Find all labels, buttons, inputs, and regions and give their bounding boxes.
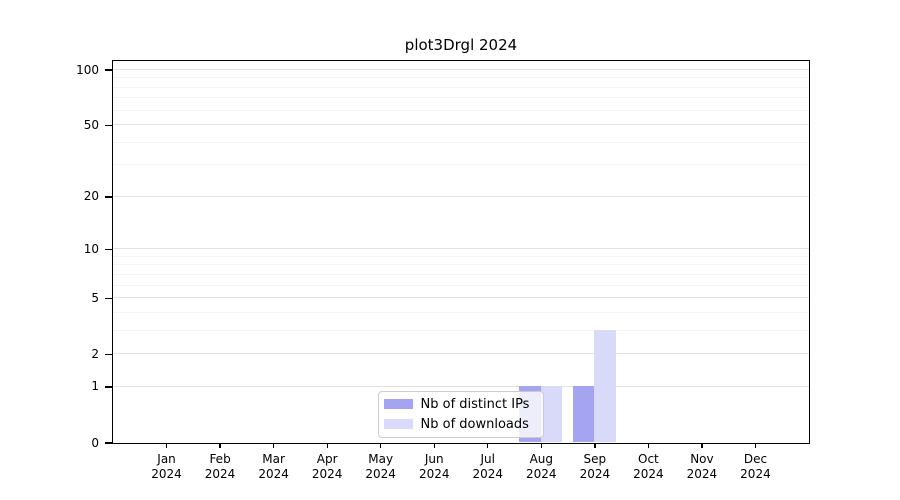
- major-gridline: [112, 297, 809, 299]
- x-tick: [647, 443, 650, 448]
- major-gridline: [112, 248, 809, 250]
- y-tick: [104, 196, 112, 198]
- legend-item-distinct-ips: Nb of distinct IPs: [383, 396, 535, 412]
- x-tick: [380, 443, 382, 448]
- major-gridline: [112, 124, 809, 126]
- x-tick-label: Jan 2024: [151, 452, 182, 481]
- x-tick: [433, 443, 435, 448]
- x-tick-label: Feb 2024: [204, 452, 236, 481]
- y-tick-label: 5: [91, 290, 99, 305]
- x-tick-label: Aug 2024: [526, 452, 557, 481]
- major-gridline: [112, 69, 809, 70]
- x-tick-label: Oct 2024: [633, 452, 664, 481]
- minor-gridline: [112, 329, 809, 331]
- minor-gridline: [112, 273, 809, 275]
- legend: Nb of distinct IPs Nb of downloads: [377, 390, 544, 438]
- y-tick: [104, 353, 112, 355]
- y-tick-label: 100: [76, 62, 99, 77]
- x-tick-label: Apr 2024: [311, 452, 343, 481]
- minor-gridline: [112, 141, 809, 143]
- legend-label-downloads: Nb of downloads: [420, 416, 529, 432]
- x-tick-label: Dec 2024: [740, 452, 771, 481]
- minor-gridline: [112, 311, 809, 313]
- y-tick-label: 20: [83, 189, 99, 204]
- bar-downloads-sep: [594, 330, 616, 443]
- legend-swatch-distinct-ips-icon: [383, 399, 413, 409]
- y-tick: [104, 386, 112, 388]
- x-tick: [273, 443, 275, 448]
- y-tick-label: 50: [83, 117, 99, 132]
- major-gridline: [112, 195, 809, 197]
- x-tick-label: Jul 2024: [472, 452, 504, 481]
- x-tick: [326, 443, 328, 448]
- minor-gridline: [112, 264, 809, 266]
- minor-gridline: [112, 255, 809, 257]
- x-tick: [754, 443, 757, 448]
- x-tick-label: May 2024: [365, 452, 396, 481]
- minor-gridline: [112, 86, 809, 88]
- plot-area: Nb of distinct IPs Nb of downloads: [111, 59, 810, 444]
- major-gridline: [112, 353, 809, 355]
- y-tick: [104, 442, 112, 444]
- minor-gridline: [112, 97, 809, 99]
- y-tick: [104, 124, 112, 126]
- bar-distinct-ips-sep: [572, 386, 595, 443]
- x-tick: [594, 443, 596, 448]
- x-tick-label: Nov 2024: [686, 452, 718, 481]
- x-tick: [219, 443, 221, 448]
- minor-gridline: [112, 284, 809, 286]
- x-tick-label: Mar 2024: [258, 452, 289, 481]
- minor-gridline: [112, 77, 809, 79]
- x-tick: [165, 443, 168, 448]
- y-tick-label: 0: [91, 435, 99, 450]
- minor-gridline: [112, 109, 809, 111]
- y-tick-label: 10: [83, 241, 99, 256]
- y-tick: [104, 69, 112, 71]
- x-tick: [487, 443, 489, 448]
- legend-item-downloads: Nb of downloads: [383, 416, 535, 432]
- x-tick-label: Sep 2024: [579, 452, 611, 481]
- legend-swatch-downloads-icon: [383, 419, 413, 429]
- x-tick: [701, 443, 703, 448]
- y-tick: [104, 248, 112, 250]
- legend-label-distinct-ips: Nb of distinct IPs: [420, 396, 530, 412]
- y-tick: [104, 297, 112, 299]
- chart-title: plot3Drgl 2024: [404, 36, 518, 54]
- x-tick: [540, 443, 542, 448]
- x-tick-label: Jun 2024: [418, 452, 450, 481]
- y-tick-label: 1: [91, 379, 99, 394]
- bar-downloads-aug: [540, 386, 563, 443]
- y-tick-label: 2: [91, 346, 99, 361]
- major-gridline: [112, 385, 809, 387]
- minor-gridline: [112, 164, 809, 166]
